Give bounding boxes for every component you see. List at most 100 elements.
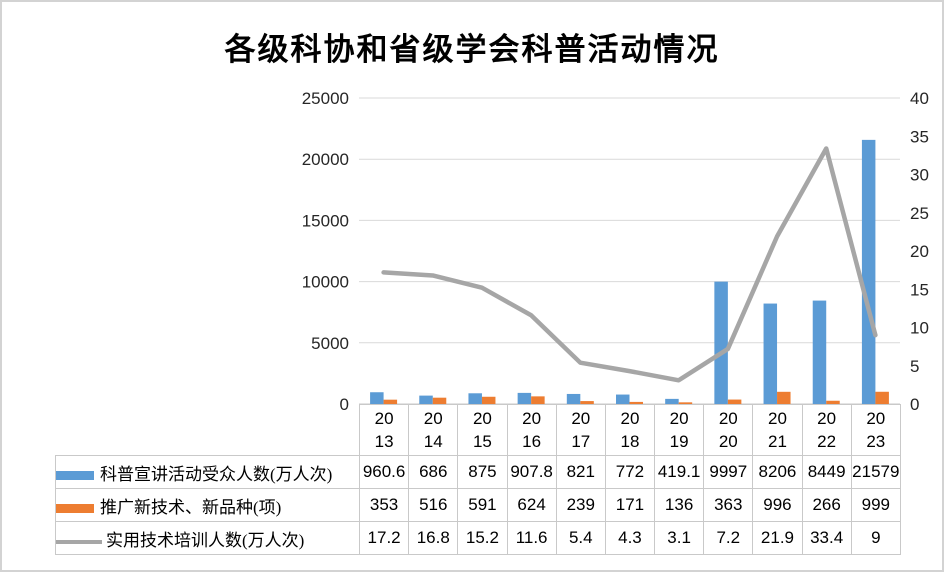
y-axis-left-tick-label: 5000 bbox=[311, 334, 349, 353]
value-cell-training-2017: 5.4 bbox=[555, 521, 606, 555]
value-cell-new-tech-2020: 363 bbox=[703, 488, 754, 522]
category-cell-2017: 20 17 bbox=[555, 404, 606, 456]
value-cell-new-tech-2018: 171 bbox=[604, 488, 656, 522]
bar-audience-2015 bbox=[468, 393, 482, 404]
chart-title: 各级科协和省级学会科普活动情况 bbox=[224, 32, 720, 67]
value-cell-audience-2020: 9997 bbox=[703, 455, 754, 489]
y-axis-right-tick-label: 15 bbox=[910, 280, 929, 299]
value-cell-new-tech-2013: 353 bbox=[358, 488, 410, 522]
bar-new-tech-2017 bbox=[580, 401, 594, 404]
value-cell-new-tech-2019: 136 bbox=[654, 488, 705, 522]
table-corner-cell bbox=[56, 405, 360, 456]
series-name-cell-new-tech: 推广新技术、新品种(项) bbox=[55, 488, 360, 522]
bar-new-tech-2013 bbox=[383, 399, 398, 404]
value-cell-training-2018: 4.3 bbox=[604, 521, 656, 555]
series-name-label-training: 实用技术培训人数(万人次) bbox=[106, 530, 305, 550]
bar-audience-2020 bbox=[714, 281, 728, 404]
bar-new-tech-2022 bbox=[826, 400, 840, 404]
value-cell-new-tech-2014: 516 bbox=[408, 488, 459, 522]
bar-new-tech-2018 bbox=[629, 401, 643, 404]
y-axis-right-tick-label: 25 bbox=[910, 204, 929, 223]
category-cell-2023: 20 23 bbox=[850, 404, 901, 456]
legend-swatch-new-tech bbox=[56, 504, 94, 514]
bar-new-tech-2019 bbox=[678, 402, 693, 404]
bar-audience-2023 bbox=[861, 139, 876, 404]
y-axis-left-tick-label: 10000 bbox=[302, 273, 349, 292]
y-axis-right-tick-label: 10 bbox=[910, 319, 929, 338]
y-axis-right-tick-label: 5 bbox=[910, 357, 919, 376]
line-training bbox=[381, 146, 878, 383]
category-cell-2020: 20 20 bbox=[703, 404, 754, 456]
table-row-audience: 科普宣讲活动受众人数(万人次) 960.6 686 875 907.8 821 772 419… bbox=[55, 455, 901, 489]
bar-audience-2021 bbox=[763, 303, 778, 404]
category-cell-2014: 20 14 bbox=[408, 404, 459, 456]
value-cell-training-2022: 33.4 bbox=[801, 521, 852, 555]
value-cell-training-2023: 9 bbox=[850, 521, 901, 555]
bar-audience-2022 bbox=[812, 300, 827, 404]
value-cell-new-tech-2017: 239 bbox=[555, 488, 606, 522]
value-cell-training-2020: 7.2 bbox=[703, 521, 754, 555]
value-cell-new-tech-2015: 591 bbox=[457, 488, 508, 522]
value-cell-training-2016: 11.6 bbox=[506, 521, 557, 555]
value-cell-audience-2023: 21579 bbox=[850, 455, 901, 489]
value-cell-audience-2021: 8206 bbox=[752, 455, 803, 489]
value-cell-training-2019: 3.1 bbox=[654, 521, 705, 555]
value-cell-new-tech-2016: 624 bbox=[506, 488, 557, 522]
value-cell-new-tech-2021: 996 bbox=[752, 488, 803, 522]
y-axis-right-tick-label: 30 bbox=[910, 166, 929, 185]
bar-new-tech-2016 bbox=[531, 396, 545, 404]
category-cell-2013: 20 13 bbox=[358, 404, 410, 456]
series-name-cell-training: 实用技术培训人数(万人次) bbox=[55, 521, 360, 555]
y-axis-left-tick-label: 20000 bbox=[302, 150, 349, 169]
bar-new-tech-2023 bbox=[875, 391, 889, 404]
category-cell-2019: 20 19 bbox=[654, 404, 705, 456]
bar-audience-2018 bbox=[616, 394, 630, 404]
value-cell-audience-2013: 960.6 bbox=[358, 455, 410, 489]
y-axis-left-tick-label: 25000 bbox=[302, 89, 349, 108]
y-axis-right-tick-label: 40 bbox=[910, 89, 929, 108]
value-cell-training-2014: 16.8 bbox=[408, 521, 459, 555]
bar-audience-2017 bbox=[566, 393, 581, 404]
value-cell-audience-2022: 8449 bbox=[801, 455, 852, 489]
y-axis-right-tick-label: 35 bbox=[910, 127, 929, 146]
table-row-training: 实用技术培训人数(万人次) 17.2 16.8 15.2 11.6 5.4 4.3 3.1 7.… bbox=[55, 521, 901, 555]
value-cell-audience-2016: 907.8 bbox=[506, 455, 557, 489]
bar-new-tech-2021 bbox=[777, 391, 791, 404]
bar-new-tech-2014 bbox=[432, 397, 447, 404]
legend-swatch-training bbox=[56, 539, 102, 544]
value-cell-training-2015: 15.2 bbox=[457, 521, 508, 555]
value-cell-new-tech-2023: 999 bbox=[850, 488, 901, 522]
category-cell-2022: 20 22 bbox=[801, 404, 852, 456]
y-axis-right-tick-label: 20 bbox=[910, 242, 929, 261]
data-table: 20 13 20 14 20 15 20 16 20 17 20 18 20 19 20 20… bbox=[55, 404, 901, 555]
bar-new-tech-2020 bbox=[727, 399, 742, 404]
series-name-label-new-tech: 推广新技术、新品种(项) bbox=[100, 497, 282, 517]
series-name-label-audience: 科普宣讲活动受众人数(万人次) bbox=[100, 464, 333, 484]
y-axis-right-tick-label: 0 bbox=[910, 395, 919, 414]
bar-new-tech-2015 bbox=[481, 396, 496, 404]
table-header-row: 20 13 20 14 20 15 20 16 20 17 20 18 20 19 20 20… bbox=[56, 404, 901, 456]
y-axis-left-tick-label: 0 bbox=[340, 395, 349, 414]
value-cell-audience-2019: 419.1 bbox=[654, 455, 705, 489]
bar-audience-2013 bbox=[370, 392, 384, 404]
y-axis-left-tick-label: 15000 bbox=[302, 211, 349, 230]
table-row-new-tech: 推广新技术、新品种(项) 353 516 591 624 239 171 136 363 996 2… bbox=[55, 488, 901, 522]
category-cell-2018: 20 18 bbox=[604, 404, 656, 456]
value-cell-audience-2014: 686 bbox=[408, 455, 459, 489]
legend-swatch-audience bbox=[56, 471, 94, 481]
bar-audience-2014 bbox=[419, 395, 433, 404]
value-cell-audience-2015: 875 bbox=[457, 455, 508, 489]
category-cell-2015: 20 15 bbox=[457, 404, 508, 456]
series-name-cell-audience: 科普宣讲活动受众人数(万人次) bbox=[55, 455, 360, 489]
value-cell-training-2013: 17.2 bbox=[358, 521, 410, 555]
category-cell-2021: 20 21 bbox=[752, 404, 803, 456]
bar-audience-2016 bbox=[517, 392, 532, 404]
bar-audience-2019 bbox=[665, 398, 679, 404]
category-cell-2016: 20 16 bbox=[506, 404, 557, 456]
value-cell-audience-2017: 821 bbox=[555, 455, 606, 489]
value-cell-new-tech-2022: 266 bbox=[801, 488, 852, 522]
value-cell-training-2021: 21.9 bbox=[752, 521, 803, 555]
value-cell-audience-2018: 772 bbox=[604, 455, 656, 489]
